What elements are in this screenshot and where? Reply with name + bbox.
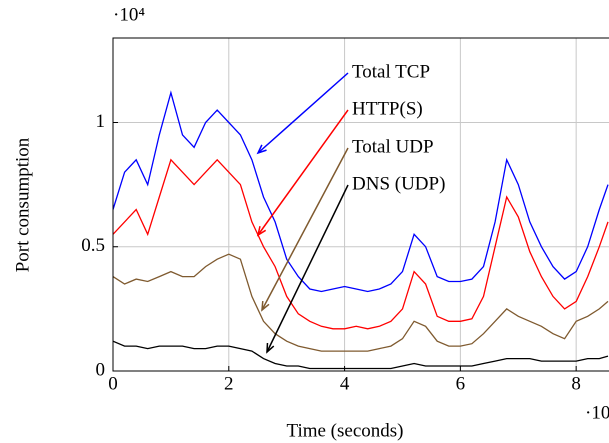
- x-tick-label: 4: [340, 373, 350, 394]
- labels: 0 0.5 1 0 2 4 6 8 Total TCP HTTP(S) Total UDP DNS (…: [81, 61, 581, 394]
- y-tick-label: 0: [96, 359, 106, 380]
- y-multiplier: ·10⁴: [113, 4, 145, 25]
- annotation-arrowhead: [256, 226, 267, 237]
- axes-frame: [112, 37, 609, 372]
- annotation-arrow: [266, 184, 349, 353]
- legend-label: HTTP(S): [352, 98, 423, 119]
- x-tick-label: 0: [108, 373, 118, 394]
- plot-lines: [113, 90, 609, 370]
- x-tick-label: 8: [571, 373, 581, 394]
- y-tick-label: 1: [96, 111, 106, 132]
- series-line: [113, 158, 609, 330]
- annotation-arrow: [261, 147, 349, 311]
- series-line: [113, 90, 609, 293]
- y-tick-label: 0.5: [81, 235, 105, 256]
- annotation-arrowhead: [256, 144, 267, 155]
- legend-label: DNS (UDP): [352, 173, 445, 194]
- legend-label: Total TCP: [352, 61, 430, 82]
- annotation-arrowhead: [261, 300, 270, 312]
- annotation-arrow: [257, 72, 349, 154]
- annotation-arrowhead: [266, 342, 275, 354]
- x-tick-label: 6: [456, 373, 466, 394]
- x-multiplier: ·10⁴: [585, 402, 609, 423]
- series-line: [113, 340, 609, 370]
- y-axis-label: Port consumption: [12, 137, 33, 272]
- annotation-arrow: [257, 109, 349, 236]
- series-line: [113, 253, 609, 352]
- x-axis-label: Time (seconds): [287, 420, 404, 441]
- grid: [112, 38, 609, 372]
- x-tick-label: 2: [224, 373, 234, 394]
- legend-label: Total UDP: [352, 136, 434, 157]
